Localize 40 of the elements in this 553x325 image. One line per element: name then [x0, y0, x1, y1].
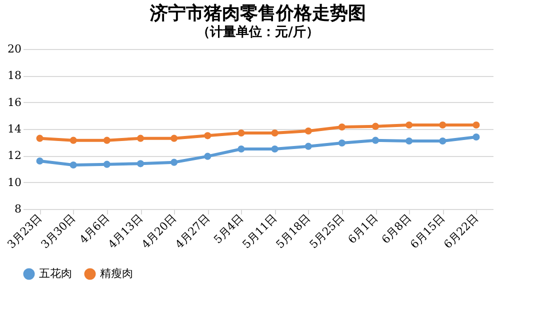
point: [338, 139, 346, 147]
point: [238, 145, 245, 153]
y-tick-label: 10: [8, 176, 22, 189]
point: [36, 134, 44, 142]
point: [170, 158, 178, 166]
y-tick-label: 8: [14, 202, 22, 216]
y-tick-label: 12: [8, 149, 22, 162]
legend-label: 精瘦肉: [100, 267, 133, 280]
point: [70, 136, 77, 144]
point: [372, 136, 380, 144]
y-tick-label: 14: [8, 122, 22, 136]
point: [36, 157, 44, 165]
chart-subtitle: （计量单位：元/斤）: [197, 24, 319, 40]
point: [439, 121, 446, 129]
legend-label: 五花肉: [39, 267, 72, 280]
point: [170, 134, 178, 142]
point: [271, 129, 278, 137]
y-tick-label: 18: [8, 69, 22, 82]
x-tick-label: 6月1日: [346, 212, 380, 246]
point: [372, 122, 380, 130]
point: [304, 142, 312, 150]
point: [238, 129, 245, 137]
point: [338, 123, 346, 131]
point: [136, 134, 144, 142]
point: [70, 161, 77, 169]
point: [406, 137, 413, 145]
point: [271, 145, 278, 153]
point: [472, 121, 480, 129]
y-tick-label: 16: [8, 96, 22, 109]
point: [204, 152, 212, 160]
point: [204, 132, 212, 140]
point: [103, 160, 110, 168]
point: [472, 133, 480, 141]
point: [304, 127, 312, 135]
y-tick-label: 20: [8, 42, 22, 56]
point: [103, 136, 110, 144]
point: [439, 137, 446, 145]
chart-title: 济宁市猪肉零售价格走势图: [149, 3, 366, 24]
point: [136, 160, 144, 168]
point: [406, 121, 413, 129]
